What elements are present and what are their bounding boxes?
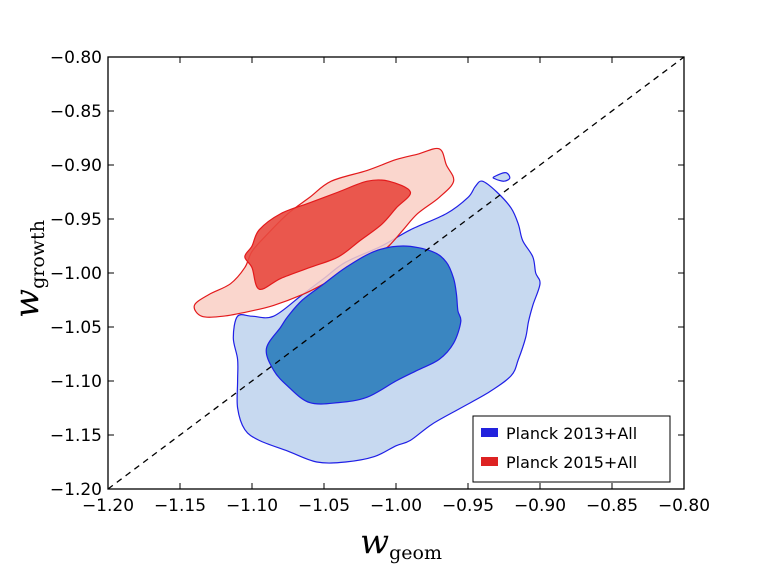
y-axis-label-subscript: growth [27, 220, 49, 289]
reference-dashed-line [107, 56, 685, 490]
x-axis-label-subscript: geom [389, 542, 442, 564]
x-tick-label: −1.20 [82, 496, 134, 516]
x-tick-label: −0.85 [586, 496, 638, 516]
contour-68-planck-2013 [265, 245, 462, 405]
y-tick-label: −1.15 [50, 426, 102, 446]
y-axis-label-symbol: w [7, 289, 47, 318]
legend-swatch-planck-2015 [481, 457, 498, 466]
y-tick-label: −1.00 [50, 264, 102, 284]
legend-label-planck-2015: Planck 2015+All [506, 453, 637, 472]
y-tick-label: −1.10 [50, 372, 102, 392]
x-tick-label: −1.15 [154, 496, 206, 516]
y-tick-label: −1.05 [50, 318, 102, 338]
y-tick-label: −1.20 [50, 480, 102, 500]
axis-ticks: −1.20 −1.15 −1.10 −1.05 −1.00 −0.95 −0.90 −0.85… [50, 48, 710, 516]
x-axis-label-symbol: w [360, 522, 389, 562]
x-tick-label: −1.05 [298, 496, 350, 516]
contour-layer [193, 147, 541, 464]
y-axis-label-group: wgrowth [7, 220, 49, 318]
x-tick-label: −1.10 [226, 496, 278, 516]
y-tick-label: −0.85 [50, 102, 102, 122]
y-tick-label: −0.95 [50, 210, 102, 230]
x-tick-label: −0.90 [514, 496, 566, 516]
contour-95-island-planck-2013 [492, 172, 511, 182]
x-axis-label: wgeom [360, 522, 442, 564]
legend-box [472, 415, 671, 483]
y-tick-label: −0.80 [50, 48, 102, 68]
x-tick-label: −0.95 [442, 496, 494, 516]
y-tick-label: −0.90 [50, 156, 102, 176]
y-axis-label: wgrowth [7, 220, 49, 318]
legend-label-planck-2013: Planck 2013+All [506, 424, 637, 443]
legend: Planck 2013+All Planck 2015+All [472, 415, 671, 483]
contour-68-planck-2015 [244, 179, 412, 290]
legend-swatch-planck-2013 [481, 428, 498, 437]
x-tick-label: −1.00 [370, 496, 422, 516]
x-tick-label: −0.80 [658, 496, 710, 516]
